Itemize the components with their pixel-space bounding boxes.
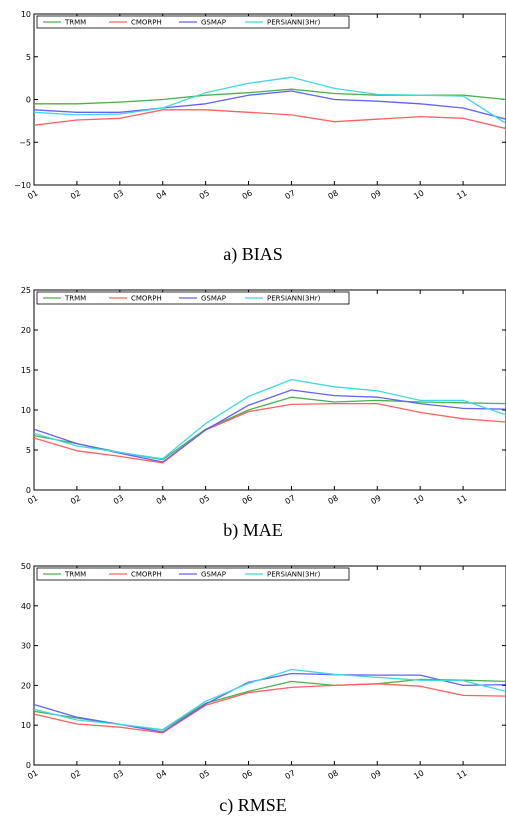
rmse-x-tick-label: 05 bbox=[198, 768, 211, 780]
rmse-y-tick-label: 0 bbox=[26, 761, 31, 770]
bias-x-tick-label: 01 bbox=[26, 188, 39, 201]
mae-x-tick-label: 01 bbox=[26, 493, 39, 506]
rmse-x-tick-label: 03 bbox=[112, 768, 125, 780]
bias-legend-label-trmm: TRMM bbox=[64, 19, 86, 27]
mae-y-tick-label: 25 bbox=[21, 286, 31, 295]
mae-y-tick-label: 15 bbox=[21, 366, 31, 375]
bias-x-tick-label: 05 bbox=[198, 188, 211, 201]
mae-y-tick-label: 10 bbox=[21, 406, 31, 415]
mae-legend-label-persiann-3hr: PERSIANN(3Hr) bbox=[267, 295, 321, 303]
mae-plot-frame bbox=[33, 289, 506, 491]
bias-series-line-persiann-3hr bbox=[33, 76, 506, 124]
mae-y-tick-label: 0 bbox=[26, 486, 31, 495]
mae-x-tick-label: 08 bbox=[326, 493, 339, 506]
bias-x-tick-label: 11 bbox=[455, 188, 468, 201]
mae-legend-label-cmorph: CMORPH bbox=[131, 295, 162, 303]
bias-x-tick-label: 10 bbox=[412, 188, 425, 201]
bias-legend-label-persiann-3hr: PERSIANN(3Hr) bbox=[267, 19, 321, 27]
rmse-x-tick-label: 01 bbox=[26, 768, 39, 780]
rmse-legend-label-cmorph: CMORPH bbox=[131, 571, 162, 579]
mae-legend: TRMM CMORPH GSMAP PERSIANN(3Hr) bbox=[36, 291, 350, 305]
mae-x-tick-label: 06 bbox=[241, 493, 254, 506]
bias-legend-label-gsmap: GSMAP bbox=[201, 19, 226, 27]
mae-x-tick-label: 05 bbox=[198, 493, 211, 506]
mae-y-tick-label: 5 bbox=[26, 446, 31, 455]
rmse-y-tick-label: 50 bbox=[21, 562, 31, 571]
rmse-x-tick-label: 04 bbox=[155, 768, 168, 780]
bias-x-tick-label: 04 bbox=[155, 188, 168, 201]
bias-x-tick-label: 06 bbox=[241, 188, 254, 201]
mae-x-tick-label: 02 bbox=[69, 493, 82, 506]
rmse-x-tick-label: 06 bbox=[241, 768, 254, 780]
rmse-x-tick-label: 09 bbox=[369, 768, 382, 780]
mae-x-tick-label: 10 bbox=[412, 493, 425, 506]
bias-y-tick-label: −10 bbox=[14, 181, 31, 190]
mae-series-line-persiann-3hr bbox=[33, 378, 506, 460]
bias-x-tick-label: 08 bbox=[326, 188, 339, 201]
bias-y-tick-label: 10 bbox=[21, 10, 31, 19]
rmse-y-tick-label: 20 bbox=[21, 681, 31, 690]
mae-x-tick-label: 07 bbox=[284, 493, 297, 506]
bias-plot-frame bbox=[33, 13, 506, 186]
mae-x-tick-label: 03 bbox=[112, 493, 125, 506]
mae-x-tick-label: 09 bbox=[369, 493, 382, 506]
mae-series-line-cmorph bbox=[33, 402, 506, 464]
mae-legend-label-gsmap: GSMAP bbox=[201, 295, 226, 303]
bias-legend: TRMM CMORPH GSMAP PERSIANN(3Hr) bbox=[36, 15, 350, 29]
rmse-x-tick-label: 08 bbox=[326, 768, 339, 780]
rmse-x-tick-label: 07 bbox=[284, 768, 297, 780]
rmse-series-line-persiann-3hr bbox=[33, 668, 506, 731]
bias-series-line-cmorph bbox=[33, 109, 506, 130]
caption-bias: a) BIAS bbox=[223, 244, 283, 264]
bias-series-line-trmm bbox=[34, 88, 506, 105]
rmse-y-tick-label: 30 bbox=[21, 642, 31, 651]
bias-y-tick-label: 0 bbox=[26, 96, 31, 105]
rmse-y-tick-label: 40 bbox=[21, 602, 31, 611]
mae-x-tick-label: 04 bbox=[155, 493, 168, 506]
caption-rmse: c) RMSE bbox=[219, 795, 287, 815]
caption-mae: b) MAE bbox=[223, 520, 283, 540]
bias-x-tick-label: 07 bbox=[284, 188, 297, 201]
bias-x-tick-label: 09 bbox=[369, 188, 382, 201]
bias-y-tick-label: 5 bbox=[26, 53, 31, 62]
rmse-legend-label-persiann-3hr: PERSIANN(3Hr) bbox=[267, 571, 321, 579]
mae-legend-label-trmm: TRMM bbox=[64, 295, 86, 303]
bias-x-tick-label: 03 bbox=[112, 188, 125, 201]
mae-x-tick-label: 11 bbox=[455, 493, 468, 506]
rmse-y-tick-label: 10 bbox=[21, 721, 31, 730]
rmse-x-tick-label: 10 bbox=[412, 768, 425, 780]
rmse-legend-label-trmm: TRMM bbox=[64, 571, 86, 579]
rmse-legend-label-gsmap: GSMAP bbox=[201, 571, 226, 579]
rmse-x-tick-label: 11 bbox=[455, 768, 468, 780]
bias-x-tick-label: 02 bbox=[69, 188, 82, 201]
rmse-chart: 0 10 20 30 40 50 01 02 03 04 05 06 07 08 09 10 11 TRMM CMO… bbox=[21, 562, 506, 780]
bias-y-tick-label: −5 bbox=[19, 138, 31, 147]
rmse-x-tick-label: 02 bbox=[69, 768, 82, 780]
rmse-legend: TRMM CMORPH GSMAP PERSIANN(3Hr) bbox=[36, 567, 350, 581]
rmse-plot-frame bbox=[33, 565, 506, 766]
bias-legend-label-cmorph: CMORPH bbox=[131, 19, 162, 27]
rmse-series-line-cmorph bbox=[33, 683, 506, 734]
bias-series-line-gsmap bbox=[33, 90, 506, 120]
mae-y-tick-label: 20 bbox=[21, 326, 31, 335]
